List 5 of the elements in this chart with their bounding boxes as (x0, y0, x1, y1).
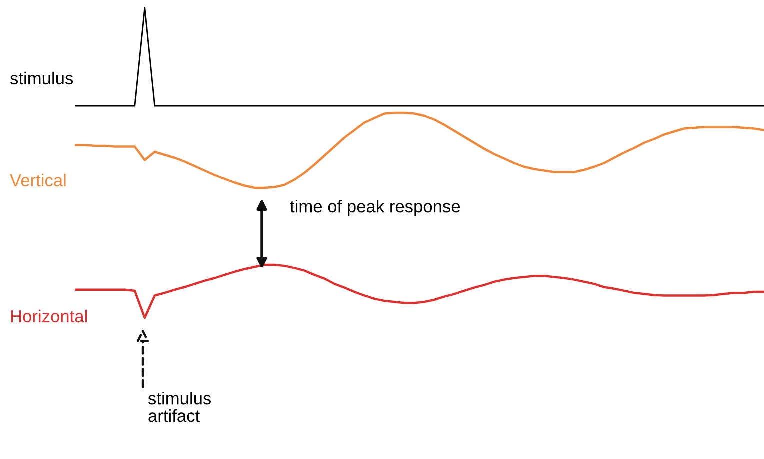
text: stimulus artifact (148, 392, 212, 422)
series-label: stimulus (10, 72, 74, 85)
series-label: Horizontal (11, 310, 87, 323)
series-label: Vertical (10, 174, 66, 187)
text: time of peak response (290, 200, 460, 216)
